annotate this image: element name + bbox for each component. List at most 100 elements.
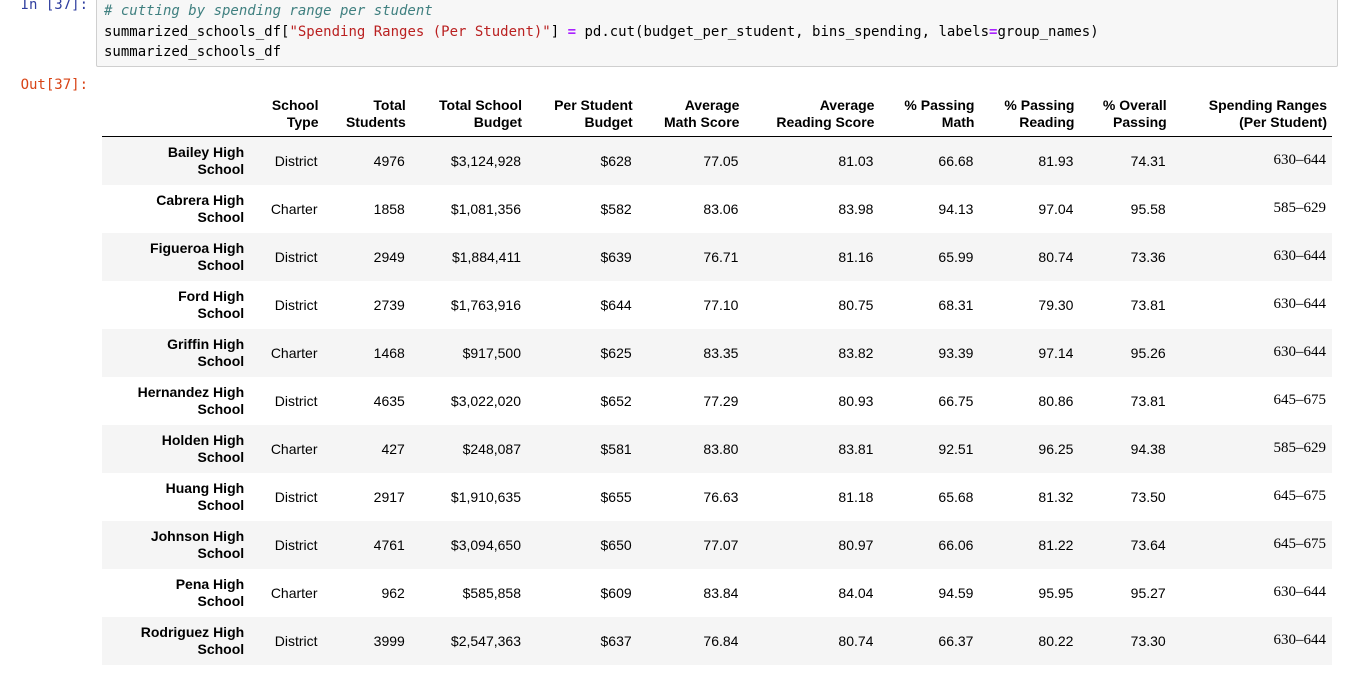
table-cell: 4761: [373, 536, 405, 553]
code-cell[interactable]: # cutting by spending range per student …: [96, 0, 1338, 67]
table-cell: 4635: [373, 392, 405, 409]
table-cell: $1,763,916: [450, 296, 521, 313]
table-row: Johnson High School District 4761 $3,094,650…: [102, 520, 1332, 569]
index-header: [102, 96, 251, 137]
table-cell: 645–675: [1273, 392, 1327, 408]
table-cell: $644: [600, 296, 632, 313]
table-row: Bailey High School District 4976 $3,124,928 $…: [102, 136, 1332, 185]
table-cell: District: [274, 632, 318, 649]
table-cell: 77.10: [703, 296, 739, 313]
column-header: School Type: [250, 96, 324, 137]
row-index-label: Pena High School: [175, 575, 245, 609]
table-cell: $1,884,411: [451, 248, 521, 265]
table-cell: 81.22: [1038, 536, 1074, 553]
code-line-display: summarized_schools_df: [104, 44, 282, 60]
table-cell: 80.97: [838, 536, 874, 553]
column-header: Average Reading Score: [744, 96, 880, 137]
table-cell: 73.30: [1130, 632, 1166, 649]
table-cell: Charter: [270, 584, 318, 601]
table-row: Cabrera High School Charter 1858 $1,081,356 $…: [102, 185, 1332, 233]
table-cell: District: [274, 152, 318, 169]
table-cell: Charter: [270, 440, 318, 457]
table-cell: 4976: [373, 152, 405, 169]
table-cell: 427: [381, 440, 405, 457]
table-cell: District: [274, 536, 318, 553]
table-cell: 95.58: [1130, 200, 1166, 217]
table-cell: 1468: [373, 344, 405, 361]
table-cell: $652: [600, 392, 632, 409]
table-cell: $248,087: [462, 440, 521, 457]
column-header: Spending Ranges (Per Student): [1171, 96, 1332, 137]
table-cell: 80.86: [1038, 392, 1074, 409]
column-header: % Overall Passing: [1079, 96, 1172, 137]
table-cell: 81.03: [838, 152, 874, 169]
table-cell: 630–644: [1273, 296, 1327, 312]
input-prompt: In [37]:: [20, 0, 88, 13]
table-cell: 97.04: [1038, 200, 1074, 217]
table-cell: 80.75: [838, 296, 874, 313]
table-cell: $917,500: [462, 344, 521, 361]
table-cell: 2739: [373, 296, 405, 313]
table-cell: 77.29: [703, 392, 739, 409]
table-cell: $609: [600, 584, 632, 601]
table-cell: 66.75: [938, 392, 974, 409]
table-cell: 630–644: [1273, 632, 1327, 648]
table-cell: 73.36: [1130, 248, 1166, 265]
table-cell: 74.31: [1130, 152, 1166, 169]
table-cell: 77.07: [703, 536, 739, 553]
table-cell: 66.68: [938, 152, 974, 169]
table-cell: 95.95: [1038, 584, 1074, 601]
table-row: Ford High School District 2739 $1,763,916 $64…: [102, 281, 1332, 329]
row-index-label: Holden High School: [161, 431, 245, 465]
row-index-label: Cabrera High School: [156, 191, 245, 225]
table-cell: 2949: [373, 248, 405, 265]
table-cell: $582: [600, 200, 632, 217]
row-index-label: Huang High School: [165, 479, 245, 513]
table-cell: 92.51: [938, 440, 974, 457]
table-cell: 65.99: [938, 248, 974, 265]
table-cell: $2,547,363: [450, 632, 521, 649]
table-cell: 76.63: [703, 488, 739, 505]
table-cell: 83.81: [838, 440, 874, 457]
table-cell: District: [274, 248, 318, 265]
table-cell: 83.82: [838, 344, 874, 361]
table-cell: $3,022,020: [450, 392, 521, 409]
column-header: Total School Budget: [410, 96, 527, 137]
code-line-assign: summarized_schools_df["Spending Ranges (…: [104, 23, 1099, 40]
table-cell: 79.30: [1038, 296, 1074, 313]
table-cell: Charter: [270, 200, 318, 217]
code-comment: # cutting by spending range per student: [104, 3, 433, 19]
table-cell: $625: [600, 344, 632, 361]
table-row: Pena High School Charter 962 $585,858 $609 83.…: [102, 569, 1332, 617]
column-header: % Passing Reading: [979, 96, 1080, 137]
table-cell: 84.04: [838, 584, 874, 601]
table-cell: $585,858: [462, 584, 521, 601]
table-cell: 645–675: [1273, 488, 1327, 504]
table-cell: 68.31: [938, 296, 974, 313]
table-row: Huang High School District 2917 $1,910,635 $6…: [102, 473, 1332, 521]
table-cell: 93.39: [938, 344, 974, 361]
table-cell: 83.06: [703, 200, 739, 217]
table-cell: 585–629: [1273, 440, 1327, 456]
table-cell: 630–644: [1273, 584, 1327, 600]
row-index-label: Ford High School: [178, 287, 245, 321]
table-cell: 73.64: [1130, 536, 1166, 553]
table-cell: 80.74: [1038, 248, 1074, 265]
table-cell: 2917: [373, 488, 405, 505]
dataframe-table: School Type Total Students Total School Bud…: [102, 96, 1332, 665]
table-cell: $3,094,650: [450, 536, 521, 553]
table-row: Griffin High School Charter 1468 $917,500 $62…: [102, 328, 1332, 377]
row-index-label: Bailey High School: [167, 143, 245, 177]
row-index-label: Figueroa High School: [150, 239, 245, 273]
table-cell: 95.27: [1130, 584, 1166, 601]
table-cell: 1858: [373, 200, 405, 217]
table-cell: 83.84: [703, 584, 739, 601]
table-row: Rodriguez High School District 3999 $2,547,3…: [102, 616, 1332, 665]
column-header: Average Math Score: [637, 96, 745, 137]
table-cell: $637: [600, 632, 632, 649]
table-cell: $1,910,635: [450, 488, 521, 505]
table-row: Holden High School Charter 427 $248,087 $581 8…: [102, 424, 1332, 473]
row-index-label: Rodriguez High School: [140, 623, 245, 657]
table-cell: 95.26: [1130, 344, 1166, 361]
table-cell: 585–629: [1273, 200, 1327, 216]
